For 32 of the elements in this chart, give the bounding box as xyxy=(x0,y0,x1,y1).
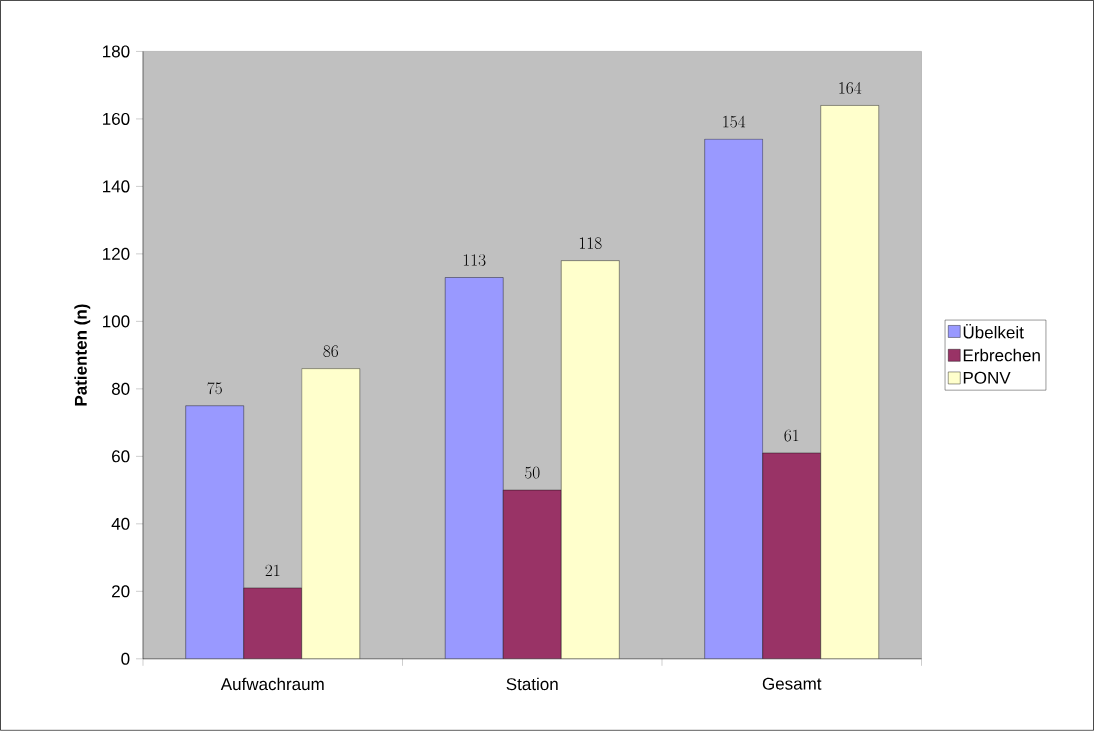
data-label: 164 xyxy=(839,82,862,94)
data-label: 61 xyxy=(784,429,799,442)
y-tick-label: 100 xyxy=(103,315,130,328)
bar xyxy=(820,105,879,659)
y-tick-label: 20 xyxy=(112,585,130,598)
data-label: 75 xyxy=(207,382,222,395)
legend-label: Übelkeit xyxy=(963,324,1024,339)
bar xyxy=(503,490,562,659)
data-label: 86 xyxy=(323,345,339,358)
bar xyxy=(301,368,360,659)
data-label: 21 xyxy=(265,564,280,577)
y-tick-label: 140 xyxy=(103,180,130,193)
y-tick-label: 180 xyxy=(103,45,130,58)
legend-label: Erbrechen xyxy=(963,348,1040,362)
y-tick-label: 80 xyxy=(111,382,130,396)
y-tick-label: 160 xyxy=(103,113,130,126)
y-tick-label: 0 xyxy=(121,652,130,665)
x-tick-label: Aufwachraum xyxy=(220,677,324,691)
x-tick-label: Gesamt xyxy=(762,677,822,690)
y-axis-title: Patienten (n) xyxy=(74,304,91,406)
x-tick-label: Station xyxy=(506,677,558,691)
data-label: 113 xyxy=(463,254,486,267)
data-label: 154 xyxy=(723,115,746,128)
bar xyxy=(561,260,620,659)
bar xyxy=(243,588,302,659)
y-tick-label: 60 xyxy=(112,450,130,463)
y-tick-label: 40 xyxy=(111,517,130,530)
y-tick-label: 120 xyxy=(103,247,130,261)
data-label: 50 xyxy=(525,466,540,479)
data-label: 118 xyxy=(579,237,602,250)
legend-label: PONV xyxy=(963,371,1011,384)
bar xyxy=(762,452,821,659)
